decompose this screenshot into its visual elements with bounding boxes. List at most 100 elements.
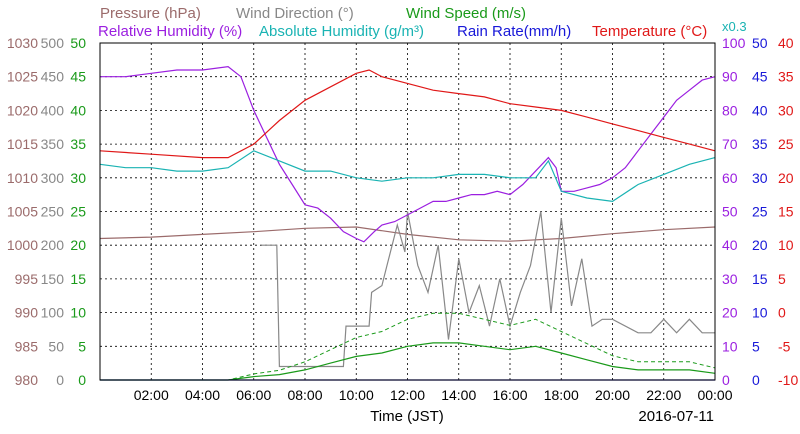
y-tick-label-wind-speed: 40: [70, 102, 86, 118]
series-line-wind-direction: [261, 211, 715, 368]
x-tick-label: 04:00: [185, 387, 220, 403]
x-tick-label: 22:00: [646, 387, 681, 403]
y-tick-label-wind-direction: 250: [41, 204, 65, 220]
x-tick-label: 14:00: [441, 387, 476, 403]
x-axis-label: Time (JST): [370, 408, 444, 425]
x-tick-label: 00:00: [697, 387, 732, 403]
legend-wind-direction: Wind Direction (°): [236, 5, 354, 22]
y-tick-label-rain-rate: 35: [752, 136, 768, 152]
legend-absolute-humidity: Absolute Humidity (g/m³): [259, 23, 424, 40]
y-tick-label-wind-direction: 50: [48, 338, 64, 354]
y-tick-label-temperature: 40: [778, 35, 794, 51]
x-tick-label: 02:00: [134, 387, 169, 403]
y-tick-label-pressure: 1025: [7, 69, 38, 85]
y-tick-label-temperature: 10: [778, 237, 794, 253]
y-tick-label-wind-direction: 450: [41, 69, 65, 85]
y-tick-label-humidity: 10: [722, 338, 738, 354]
y-tick-label-temperature: -5: [778, 338, 791, 354]
series-line-temperature-c: [99, 69, 716, 159]
x-tick-label: 18:00: [544, 387, 579, 403]
y-tick-label-temperature: -10: [778, 372, 798, 388]
y-tick-label-humidity: 70: [722, 136, 738, 152]
y-tick-label-wind-speed: 10: [70, 305, 86, 321]
y-tick-label-temperature: 35: [778, 69, 794, 85]
y-tick-label-humidity: 60: [722, 170, 738, 186]
y-tick-label-rain-rate: 30: [752, 170, 768, 186]
y-tick-label-wind-direction: 200: [41, 237, 65, 253]
x-tick-label: 16:00: [492, 387, 527, 403]
legend-wind-speed: Wind Speed (m/s): [406, 5, 526, 22]
y-tick-label-pressure: 1000: [7, 237, 38, 253]
y-tick-label-rain-rate: 40: [752, 102, 768, 118]
y-tick-label-wind-direction: 350: [41, 136, 65, 152]
x-tick-label: 08:00: [287, 387, 322, 403]
y-tick-label-pressure: 1010: [7, 170, 38, 186]
y-tick-label-temperature: 5: [778, 271, 786, 287]
y-tick-label-rain-rate: 20: [752, 237, 768, 253]
series-line-wind-speed-m-s: [100, 342, 716, 381]
y-tick-label-temperature: 15: [778, 204, 794, 220]
series-line-absolute-humidity-g-m: [99, 150, 716, 203]
y-tick-label-pressure: 980: [15, 372, 39, 388]
y-tick-label-humidity: 100: [722, 35, 746, 51]
y-tick-label-wind-speed: 25: [70, 204, 86, 220]
y-tick-label-temperature: 25: [778, 136, 794, 152]
legend-relative-humidity: Relative Humidity (%): [98, 23, 242, 40]
y-tick-label-wind-direction: 0: [56, 372, 64, 388]
y-tick-label-wind-speed: 20: [70, 237, 86, 253]
y-tick-label-humidity: 20: [722, 305, 738, 321]
y-tick-label-wind-direction: 300: [41, 170, 65, 186]
chart-date: 2016-07-11: [638, 408, 714, 425]
y-tick-label-pressure: 1030: [7, 35, 38, 51]
y-tick-label-rain-rate: 15: [752, 271, 768, 287]
y-tick-label-rain-rate: 25: [752, 204, 768, 220]
y-tick-label-pressure: 995: [15, 271, 39, 287]
x-tick-label: 06:00: [236, 387, 271, 403]
x-tick-label: 12:00: [390, 387, 425, 403]
series-line-pressure-hpa: [99, 226, 716, 242]
y-tick-label-wind-speed: 5: [78, 338, 86, 354]
y-tick-label-pressure: 1015: [7, 136, 38, 152]
series-line-relative-humidity: [100, 65, 716, 243]
y-tick-label-pressure: 1020: [7, 102, 38, 118]
series-line-wind-gust: [100, 312, 716, 381]
y-tick-label-wind-direction: 400: [41, 102, 65, 118]
y-tick-label-wind-speed: 35: [70, 136, 86, 152]
y-tick-label-wind-direction: 100: [41, 305, 65, 321]
x-axis-ticks: 02:00 04:00 06:00 08:00 10:00 12:00 14:00 16:00…: [134, 387, 733, 403]
y-tick-label-temperature: 20: [778, 170, 794, 186]
plot-frame: [99, 42, 716, 381]
y-tick-label-wind-speed: 45: [70, 69, 86, 85]
y-tick-label-temperature: 30: [778, 102, 794, 118]
y-tick-label-pressure: 985: [15, 338, 39, 354]
y-tick-label-humidity: 30: [722, 271, 738, 287]
y-tick-label-pressure: 1005: [7, 204, 38, 220]
y-tick-label-wind-direction: 500: [41, 35, 65, 51]
x-tick-label: 10:00: [339, 387, 374, 403]
y-tick-label-humidity: 90: [722, 69, 738, 85]
y-tick-label-wind-speed: 15: [70, 271, 86, 287]
y-tick-label-wind-speed: 0: [78, 372, 86, 388]
legend-pressure: Pressure (hPa): [100, 5, 201, 22]
multiplier-note: x0.3: [722, 19, 747, 34]
y-tick-label-humidity: 0: [722, 372, 730, 388]
legend-rain-rate: Rain Rate(mm/h): [457, 23, 571, 40]
y-tick-label-humidity: 50: [722, 204, 738, 220]
y-tick-label-humidity: 80: [722, 102, 738, 118]
y-axis-ticks: 9809859909951000100510101015102010251030…: [7, 35, 799, 388]
y-tick-label-rain-rate: 0: [752, 372, 760, 388]
y-tick-label-rain-rate: 10: [752, 305, 768, 321]
y-tick-label-pressure: 990: [15, 305, 39, 321]
y-tick-label-wind-speed: 50: [70, 35, 86, 51]
legend-temperature: Temperature (°C): [592, 23, 707, 40]
y-tick-label-wind-direction: 150: [41, 271, 65, 287]
y-tick-label-rain-rate: 45: [752, 69, 768, 85]
y-tick-label-wind-speed: 30: [70, 170, 86, 186]
y-tick-label-temperature: 0: [778, 305, 786, 321]
y-tick-label-rain-rate: 50: [752, 35, 768, 51]
x-tick-label: 20:00: [595, 387, 630, 403]
y-tick-label-humidity: 40: [722, 237, 738, 253]
y-tick-label-rain-rate: 5: [752, 338, 760, 354]
